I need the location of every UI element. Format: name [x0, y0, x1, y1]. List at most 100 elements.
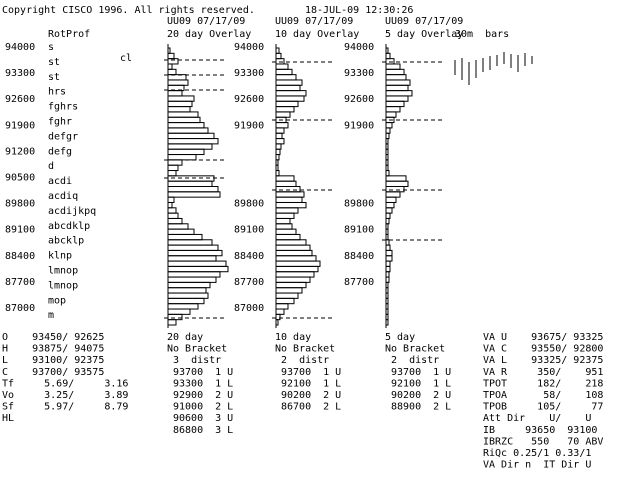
panel-footer: 93300 1 L [173, 378, 233, 389]
profile-bar [167, 143, 213, 150]
panel-footer: 93700 1 U [281, 367, 341, 378]
tpo-letters: m [48, 310, 54, 321]
stat-line: L 93100/ 92375 [2, 355, 104, 366]
profile-bar [167, 255, 217, 262]
datetime: 18-JUL-09 12:30:26 [305, 5, 413, 16]
profile-bar [385, 319, 389, 326]
price-label: 89800 [5, 199, 35, 210]
panel-contract: UU09 07/17/09 [385, 16, 463, 27]
profile-bar [167, 287, 207, 294]
profile-bar [167, 244, 219, 251]
profile-bar [275, 58, 285, 65]
axis-label: 92600 [234, 94, 264, 105]
profile-bar [167, 100, 193, 108]
profile-bar [275, 196, 303, 203]
axis-label: 89800 [344, 199, 374, 210]
panel-footer: 93700 1 U [173, 367, 233, 378]
panel-footer: 86800 3 L [173, 425, 233, 436]
tpo-letters: hrs [48, 87, 66, 98]
stat-line: Vo 3.25/ 3.89 [2, 390, 128, 401]
profile-bar [385, 175, 407, 182]
profile-bar [167, 308, 191, 315]
profile-bar [385, 191, 401, 198]
profile-bar [385, 74, 407, 81]
profile-bar [275, 249, 313, 257]
profile-bar [167, 207, 177, 214]
profile-bar [275, 313, 281, 321]
tpo-letters: fghr [48, 117, 72, 128]
profile-bar [385, 100, 405, 108]
panel-footer: No Bracket [167, 344, 227, 355]
axis-label: 87700 [344, 277, 374, 288]
profile-bar [275, 74, 297, 81]
profile-bar [275, 132, 283, 140]
profile-bar [275, 52, 282, 60]
profile-bar [385, 186, 405, 193]
axis-label: 93300 [234, 68, 264, 79]
thirty-min-bars [454, 52, 533, 85]
axis-label: 88400 [234, 251, 264, 262]
panel-footer: No Bracket [385, 344, 445, 355]
profile-bar [167, 132, 215, 140]
profile-bar [167, 95, 195, 102]
price-label: 89100 [5, 225, 35, 236]
profile-bar [167, 116, 201, 124]
profile-bar [167, 297, 205, 305]
profile-bar [275, 260, 321, 267]
profile-bar [385, 143, 389, 150]
profile-bar [167, 249, 223, 257]
price-label: 92600 [5, 94, 35, 105]
tpo-letters: fghrs [48, 102, 78, 113]
profile-bar [385, 287, 389, 294]
axis-label: 88400 [344, 251, 374, 262]
value-area-line: Att Dir U/ U [483, 413, 591, 424]
profile-bar [275, 271, 315, 278]
profile-bar [167, 191, 221, 198]
profile-bar [385, 260, 391, 267]
panel-footer: 10 day [275, 332, 311, 343]
profile-bar [275, 111, 291, 118]
panel-footer: 20 day [167, 332, 203, 343]
axis-label: 93300 [344, 68, 374, 79]
value-area-line: TPOA 58/ 108 [483, 390, 603, 401]
profile-bar [275, 95, 305, 102]
profile-bar [275, 79, 303, 86]
profile-bar [275, 122, 289, 129]
profile-bar [275, 191, 305, 198]
profile-bar [275, 308, 285, 315]
profile-bar [167, 228, 195, 235]
stat-line: Sf 5.97/ 8.79 [2, 402, 128, 413]
profile-bar [167, 201, 173, 209]
axis-label: 91900 [234, 120, 264, 131]
profile-bar [275, 154, 280, 161]
profile-bar [385, 180, 409, 188]
profile-bar [385, 233, 389, 241]
profile-bar [167, 122, 205, 129]
price-label: 93300 [5, 68, 35, 79]
profile-bar [275, 180, 297, 188]
profile-bar [385, 95, 409, 102]
profile-bar [385, 223, 389, 230]
profile-bar [385, 217, 390, 225]
profile-bar [385, 132, 390, 140]
stat-line: HL [2, 413, 14, 424]
profile-bar [275, 68, 293, 76]
panel-contract: UU09 07/17/09 [275, 16, 353, 27]
profile-bar [167, 68, 177, 76]
profile-bar [385, 244, 391, 251]
profile-bar [275, 159, 279, 166]
profile-bar [385, 292, 389, 299]
profile-bar [385, 212, 391, 219]
price-label: 87000 [5, 303, 35, 314]
price-label: 87700 [5, 277, 35, 288]
profile-bar [167, 90, 183, 97]
panel-footer: 2 distr [385, 355, 439, 366]
profile-bar [275, 207, 299, 214]
price-label: 91200 [5, 146, 35, 157]
profile-bar [275, 287, 303, 294]
profile-bar [167, 271, 221, 278]
panel-footer: 90600 3 U [173, 413, 233, 424]
profile-bar [167, 319, 177, 326]
profile-bar [385, 255, 393, 262]
